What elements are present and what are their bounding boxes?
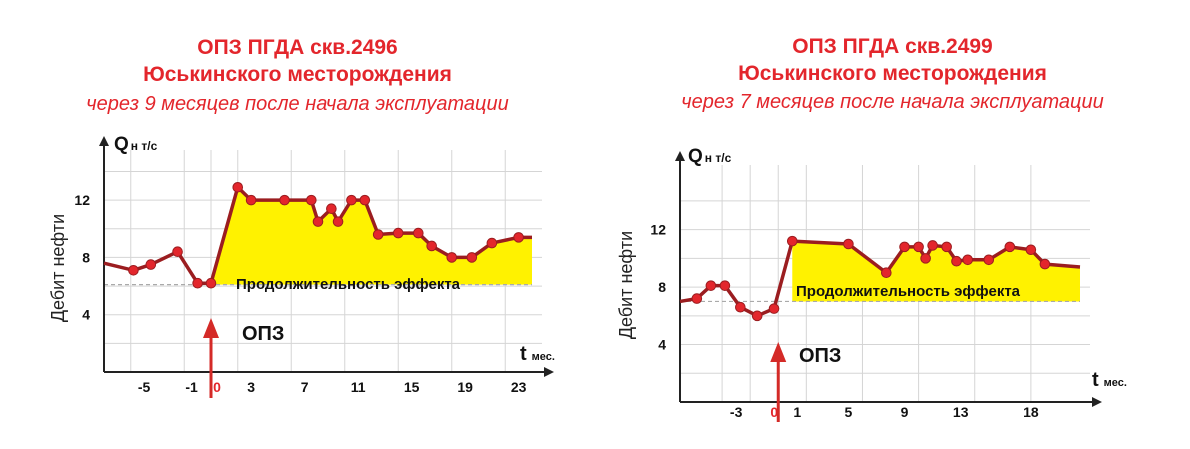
data-point [392, 227, 404, 239]
data-point [1004, 241, 1016, 253]
x-axis-symbol: t мес. [520, 343, 555, 365]
x-tick-label: 9 [901, 404, 909, 420]
data-point [145, 259, 157, 270]
x-tick-label: 13 [953, 404, 969, 420]
x-tick-label: 7 [301, 379, 309, 395]
x-tick-label: -5 [138, 379, 151, 395]
y-axis-arrow [675, 151, 685, 161]
y-axis-symbol-main: Q [114, 134, 129, 155]
data-point [719, 280, 731, 291]
x-axis-arrow [1092, 397, 1102, 407]
data-point [735, 301, 746, 313]
data-point [920, 253, 931, 264]
data-point [332, 216, 344, 227]
data-point [128, 265, 139, 276]
data-point [691, 293, 703, 304]
data-point [962, 254, 974, 266]
data-point [232, 181, 244, 193]
data-point [513, 232, 524, 243]
data-point [1039, 258, 1051, 270]
x-tick-label: 0 [770, 404, 778, 420]
x-axis-unit: мес. [532, 351, 555, 363]
y-axis-label: Дебит нефти [48, 214, 68, 322]
x-tick-label: 23 [511, 379, 527, 395]
chart-panel-left: ОПЗ ПГДА скв.2496 Юськинского месторожде… [48, 36, 555, 398]
data-point [205, 277, 217, 289]
chart-svg: 4 8 12 -5 -1 0 3 7 11 15 19 23 Продолжительность эфф… [48, 134, 555, 398]
x-tick-label: 11 [351, 379, 366, 395]
y-tick-label: 4 [658, 337, 666, 353]
chart-subtitle: через 9 месяцев после начала эксплуатаци… [86, 93, 509, 115]
data-point [372, 229, 384, 240]
event-label: ОПЗ [242, 323, 284, 345]
data-point [786, 235, 798, 247]
y-tick-label: 8 [658, 279, 666, 295]
data-point [346, 194, 357, 206]
y-tick-label: 12 [74, 192, 90, 208]
y-axis-arrow [99, 136, 109, 146]
data-point [983, 254, 995, 266]
chart-panel-right: ОПЗ ПГДА скв.2499 Юськинского месторожде… [595, 0, 1190, 449]
data-point [951, 255, 962, 267]
x-axis-unit: мес. [1104, 377, 1127, 389]
data-point [881, 267, 892, 279]
x-tick-label: -1 [185, 379, 198, 395]
event-label: ОПЗ [799, 345, 841, 367]
x-axis-symbol-main: t [520, 343, 527, 365]
data-point [326, 203, 337, 215]
y-axis-unit: н т/с [131, 139, 158, 153]
data-point [927, 240, 938, 251]
y-tick-label: 4 [82, 307, 90, 323]
x-tick-label: 3 [247, 379, 255, 395]
x-axis-arrow [544, 367, 554, 377]
data-point [446, 252, 458, 263]
y-axis-symbol-main: Q [688, 146, 703, 167]
data-point [913, 241, 924, 253]
event-arrow-head [203, 318, 219, 338]
chart-subtitle: через 7 месяцев после начала эксплуатаци… [681, 91, 1104, 113]
chart-title-line1: ОПЗ ПГДА скв.2499 [792, 35, 993, 58]
data-point [413, 227, 424, 239]
data-point [172, 246, 183, 257]
data-point [306, 194, 317, 206]
x-tick-label: 15 [404, 379, 420, 395]
x-tick-label: 1 [793, 404, 801, 420]
x-tick-label: 5 [845, 404, 853, 420]
data-point [941, 241, 952, 253]
x-tick-label: 18 [1023, 404, 1039, 420]
chart-title-line1: ОПЗ ПГДА скв.2496 [197, 36, 398, 59]
event-arrow-head [770, 342, 787, 362]
chart-title-line2: Юськинского месторождения [738, 62, 1047, 85]
x-tick-label: 0 [213, 379, 221, 395]
chart-svg: 4 8 12 -3 0 1 5 9 13 18 Продолжительность эффекта О… [616, 146, 1127, 422]
effect-label: Продолжительность эффекта [236, 276, 461, 293]
data-point [751, 310, 763, 322]
x-axis-symbol: t мес. [1092, 369, 1127, 391]
y-tick-label: 8 [82, 249, 90, 265]
data-point [245, 194, 257, 206]
data-point [192, 277, 203, 289]
chart-title-line2: Юськинского месторождения [143, 63, 452, 86]
data-point [843, 238, 854, 250]
x-tick-label: 19 [457, 379, 473, 395]
effect-label: Продолжительность эффекта [796, 283, 1021, 300]
data-point [279, 194, 290, 206]
x-axis-symbol-main: t [1092, 369, 1099, 391]
data-point [899, 241, 910, 253]
y-tick-label: 12 [650, 222, 666, 238]
y-axis-label: Дебит нефти [616, 231, 636, 339]
x-tick-label: -3 [730, 404, 743, 420]
data-point [486, 237, 498, 249]
data-point [1025, 244, 1037, 256]
y-axis-unit: н т/с [705, 151, 732, 165]
data-point [705, 280, 717, 291]
data-point [312, 216, 324, 227]
series-line [679, 239, 1081, 318]
data-point [768, 303, 780, 314]
data-point [426, 240, 437, 252]
data-point [466, 252, 478, 263]
data-point [359, 194, 371, 206]
